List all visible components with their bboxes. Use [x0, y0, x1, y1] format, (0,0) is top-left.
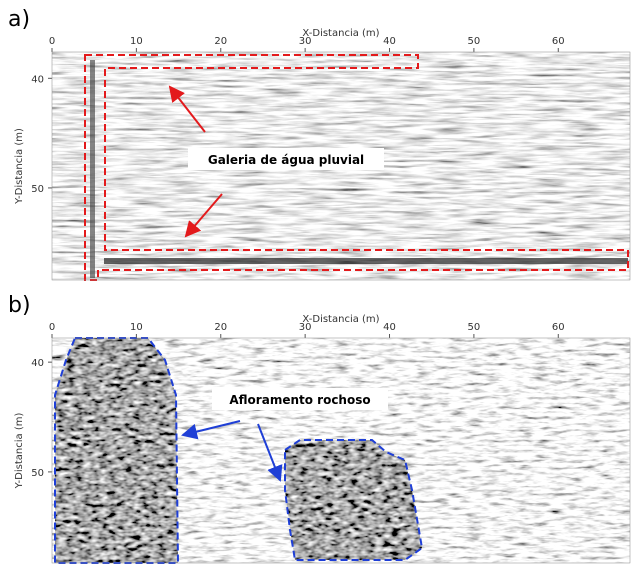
x-tick-label: 20: [214, 322, 227, 333]
y-tick-label: 40: [31, 74, 44, 85]
x-tick-label: 0: [49, 322, 55, 333]
y-tick-label: 50: [31, 184, 44, 195]
pipe-reflection: [104, 258, 628, 264]
annotation: Galeria de água pluvial: [208, 153, 364, 167]
x-tick-label: 10: [130, 322, 143, 333]
figure: a) X-Distancia (m) Y-Distancia (m) 0 10 20 30 4…: [0, 0, 632, 564]
y-tick-label: 50: [31, 468, 44, 479]
x-axis-label: X-Distancia (m): [302, 28, 379, 39]
x-tick-label: 30: [299, 36, 312, 47]
x-axis-label: X-Distancia (m): [302, 314, 379, 325]
x-tick-label: 60: [552, 36, 565, 47]
x-tick-label: 50: [468, 36, 481, 47]
annotation: Afloramento rochoso: [229, 393, 370, 407]
y-axis-label: Y-Distancia (m): [14, 128, 25, 205]
pipe-reflection: [90, 60, 95, 278]
x-tick-label: 40: [383, 322, 396, 333]
x-tick-label: 60: [552, 322, 565, 333]
panel-label: b): [8, 293, 31, 318]
x-tick-label: 0: [49, 36, 55, 47]
panel-label: a): [8, 7, 30, 32]
y-axis-label: Y-Distancia (m): [14, 413, 25, 490]
x-tick-label: 10: [130, 36, 143, 47]
x-tick-label: 20: [214, 36, 227, 47]
x-tick-label: 40: [383, 36, 396, 47]
y-tick-label: 40: [31, 358, 44, 369]
x-tick-label: 30: [299, 322, 312, 333]
x-tick-label: 50: [468, 322, 481, 333]
